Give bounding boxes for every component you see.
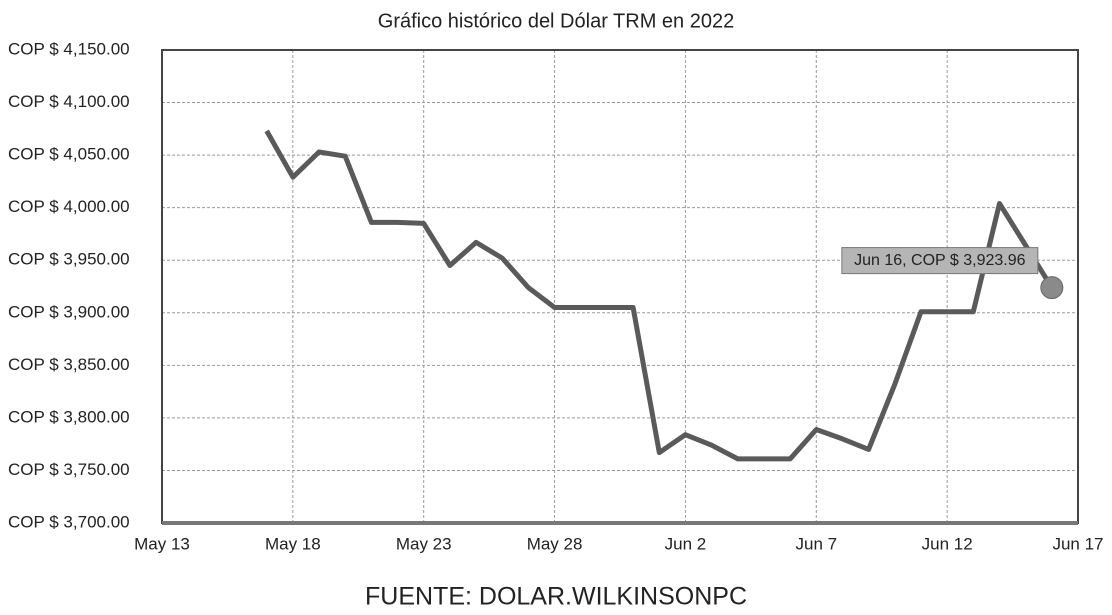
tooltip-box	[841, 247, 1039, 275]
x-tick-label: May 18	[265, 534, 321, 553]
highlight-point	[1040, 276, 1064, 300]
series-line	[264, 129, 1054, 462]
source: FUENTE: DOLAR.WILKINSONPC	[365, 583, 747, 611]
chart-title: Gráfico histórico del Dólar TRM en 2022	[378, 10, 734, 32]
x-tick-label: May 28	[527, 534, 583, 553]
y-tick-label: COP $ 3,700.00	[8, 512, 130, 531]
x-tick-label: Jun 2	[665, 534, 707, 553]
y-tick-label: COP $ 4,000.00	[8, 197, 130, 216]
y-tick-label: COP $ 3,950.00	[8, 250, 130, 269]
x-tick-label: May 23	[396, 534, 452, 553]
x-tick-label: Jun 12	[922, 534, 973, 553]
y-tick-label: COP $ 3,900.00	[8, 302, 130, 321]
x-tick-label: May 13	[134, 534, 190, 553]
y-tick-label: COP $ 4,050.00	[8, 145, 130, 164]
y-tick-label: COP $ 4,150.00	[8, 39, 130, 58]
tooltip-text: Jun 16, COP $ 3,923.96	[854, 252, 1025, 269]
y-tick-label: COP $ 3,800.00	[8, 407, 130, 426]
y-tick-label: COP $ 3,850.00	[8, 355, 130, 374]
y-tick-label: COP $ 3,750.00	[8, 460, 130, 479]
x-tick-label: Jun 17	[1052, 534, 1103, 553]
plot-frame	[161, 49, 1079, 524]
y-tick-label: COP $ 4,100.00	[8, 92, 130, 111]
x-tick-label: Jun 7	[795, 534, 837, 553]
